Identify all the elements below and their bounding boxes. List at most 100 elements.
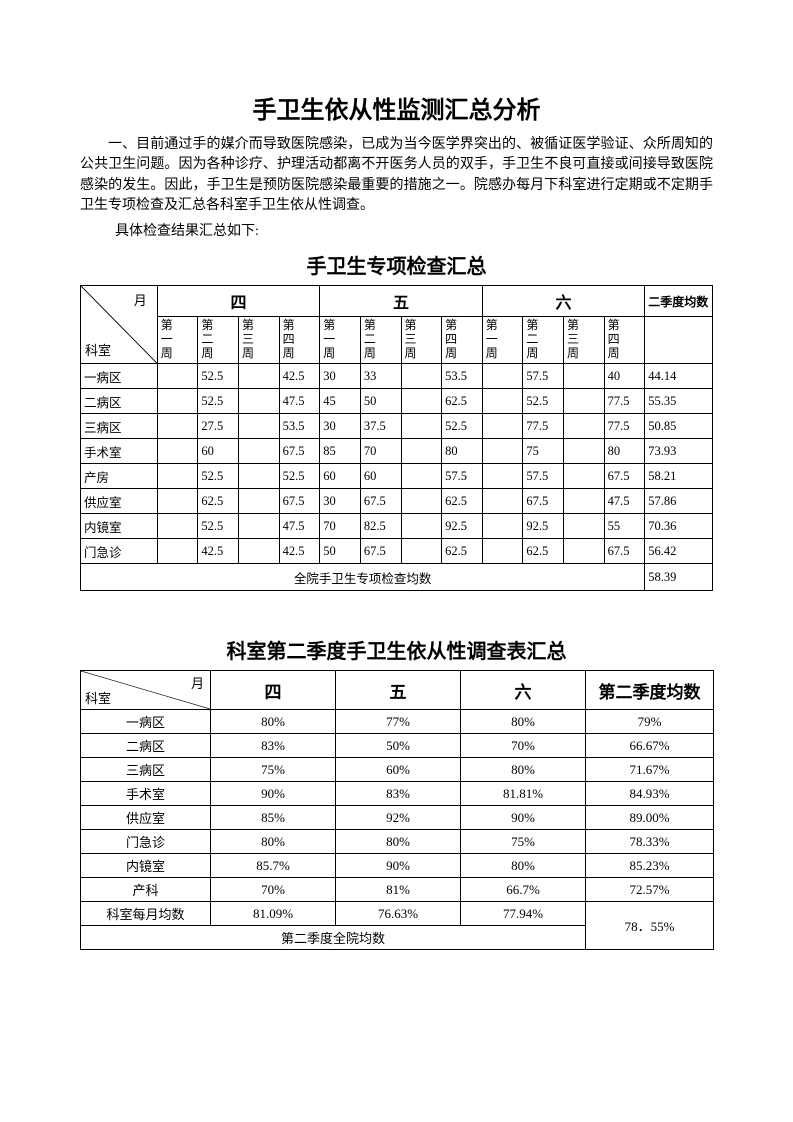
value-cell: 80% xyxy=(211,830,336,854)
value-cell: 50 xyxy=(360,389,401,414)
month-header: 五 xyxy=(336,671,461,710)
value-cell: 67.5 xyxy=(360,489,401,514)
value-cell xyxy=(157,464,198,489)
value-cell xyxy=(482,364,523,389)
monthly-avg-cell: 77.94% xyxy=(461,902,586,926)
value-cell xyxy=(401,389,442,414)
value-cell: 80% xyxy=(461,710,586,734)
value-cell xyxy=(238,364,279,389)
row-avg-cell: 56.42 xyxy=(645,539,713,564)
quarter-avg-header: 第二季度均数 xyxy=(586,671,714,710)
dept-cell: 内镜室 xyxy=(81,514,158,539)
value-cell xyxy=(564,464,605,489)
row-avg-cell: 58.21 xyxy=(645,464,713,489)
value-cell: 27.5 xyxy=(198,414,239,439)
value-cell: 37.5 xyxy=(360,414,401,439)
value-cell xyxy=(482,489,523,514)
value-cell xyxy=(401,364,442,389)
row-avg-cell: 44.14 xyxy=(645,364,713,389)
value-cell: 77% xyxy=(336,710,461,734)
value-cell: 80% xyxy=(211,710,336,734)
value-cell: 82.5 xyxy=(360,514,401,539)
value-cell: 70% xyxy=(211,878,336,902)
value-cell: 85% xyxy=(211,806,336,830)
value-cell: 53.5 xyxy=(442,364,483,389)
value-cell xyxy=(401,539,442,564)
value-cell xyxy=(564,539,605,564)
row-avg-cell: 89.00% xyxy=(586,806,714,830)
value-cell: 50% xyxy=(336,734,461,758)
table2-corner: 月科室 xyxy=(81,671,211,710)
dept-cell: 供应室 xyxy=(81,806,211,830)
value-cell: 30 xyxy=(320,489,361,514)
value-cell xyxy=(482,389,523,414)
value-cell: 66.7% xyxy=(461,878,586,902)
value-cell xyxy=(157,414,198,439)
value-cell: 83% xyxy=(211,734,336,758)
month-header: 四 xyxy=(211,671,336,710)
week-header: 第二周 xyxy=(360,317,401,364)
value-cell xyxy=(238,514,279,539)
value-cell xyxy=(564,439,605,464)
value-cell xyxy=(157,364,198,389)
value-cell: 92.5 xyxy=(442,514,483,539)
row-avg-cell: 85.23% xyxy=(586,854,714,878)
value-cell: 90% xyxy=(336,854,461,878)
value-cell: 81.81% xyxy=(461,782,586,806)
value-cell: 67.5 xyxy=(604,539,645,564)
value-cell: 70 xyxy=(360,439,401,464)
value-cell xyxy=(238,414,279,439)
table1-footer-label: 全院手卫生专项检查均数 xyxy=(81,564,645,591)
dept-cell: 二病区 xyxy=(81,389,158,414)
dept-cell: 手术室 xyxy=(81,782,211,806)
row-avg-cell: 50.85 xyxy=(645,414,713,439)
overall-avg-label: 第二季度全院均数 xyxy=(81,926,586,950)
corner-month-label: 月 xyxy=(191,673,204,692)
overall-avg-cell: 78．55% xyxy=(586,902,714,950)
value-cell xyxy=(401,414,442,439)
value-cell: 42.5 xyxy=(279,539,320,564)
value-cell xyxy=(564,364,605,389)
value-cell: 90% xyxy=(211,782,336,806)
value-cell xyxy=(482,414,523,439)
value-cell: 85.7% xyxy=(211,854,336,878)
value-cell: 80% xyxy=(461,758,586,782)
row-avg-cell: 79% xyxy=(586,710,714,734)
week-header: 第三周 xyxy=(238,317,279,364)
row-avg-cell: 73.93 xyxy=(645,439,713,464)
row-avg-cell: 72.57% xyxy=(586,878,714,902)
value-cell xyxy=(238,439,279,464)
value-cell: 85 xyxy=(320,439,361,464)
row-avg-cell: 84.93% xyxy=(586,782,714,806)
month-header: 六 xyxy=(482,286,645,317)
value-cell: 57.5 xyxy=(523,464,564,489)
value-cell: 50 xyxy=(320,539,361,564)
week-header: 第二周 xyxy=(198,317,239,364)
week-header: 第三周 xyxy=(564,317,605,364)
value-cell xyxy=(482,464,523,489)
value-cell: 80 xyxy=(604,439,645,464)
row-avg-cell: 70.36 xyxy=(645,514,713,539)
value-cell: 62.5 xyxy=(442,489,483,514)
value-cell xyxy=(401,514,442,539)
week-header: 第一周 xyxy=(157,317,198,364)
week-header: 第四周 xyxy=(279,317,320,364)
week-header: 第四周 xyxy=(442,317,483,364)
value-cell xyxy=(564,414,605,439)
page-title: 手卫生依从性监测汇总分析 xyxy=(80,90,713,125)
table1-corner: 月科室 xyxy=(81,286,158,364)
value-cell xyxy=(238,539,279,564)
value-cell: 70% xyxy=(461,734,586,758)
value-cell: 42.5 xyxy=(198,539,239,564)
value-cell: 80% xyxy=(461,854,586,878)
dept-cell: 产科 xyxy=(81,878,211,902)
intro-followup: 具体检查结果汇总如下: xyxy=(80,220,713,240)
value-cell: 62.5 xyxy=(523,539,564,564)
corner-dept-label: 科室 xyxy=(85,688,111,707)
value-cell xyxy=(401,439,442,464)
week-header: 第三周 xyxy=(401,317,442,364)
value-cell: 80% xyxy=(336,830,461,854)
value-cell xyxy=(482,514,523,539)
value-cell xyxy=(482,439,523,464)
value-cell: 52.5 xyxy=(442,414,483,439)
